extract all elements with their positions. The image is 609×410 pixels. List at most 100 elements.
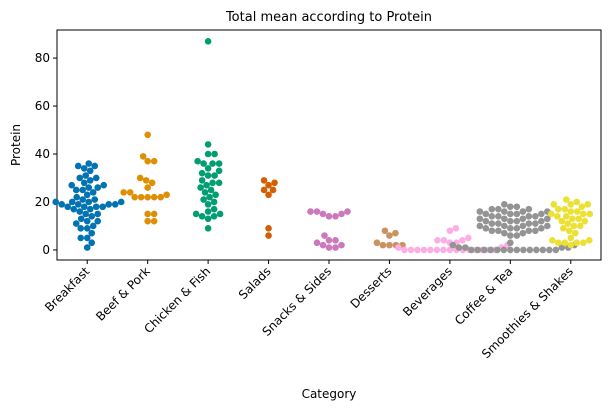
- swarm-point: [381, 227, 389, 235]
- swarm-point: [126, 189, 134, 196]
- swarm-point: [91, 196, 99, 203]
- swarm-point: [77, 215, 85, 223]
- swarm-point: [401, 246, 408, 254]
- swarm-point: [198, 177, 206, 184]
- swarm-point: [201, 189, 209, 196]
- swarm-point: [495, 220, 502, 227]
- swarm-point: [144, 217, 151, 225]
- swarm-point: [507, 246, 514, 254]
- x-tick-label: Salads: [236, 264, 274, 302]
- swarm-point: [507, 239, 514, 247]
- swarm-point: [446, 227, 454, 235]
- swarm-point: [573, 239, 581, 247]
- swarm-point: [584, 201, 592, 208]
- swarm-point: [194, 157, 201, 165]
- swarm-point: [144, 193, 151, 201]
- swarm-point: [92, 174, 100, 182]
- swarm-point: [495, 205, 502, 213]
- swarm-point: [265, 181, 272, 189]
- swarm-point: [215, 160, 223, 167]
- swarm-point: [192, 210, 200, 218]
- swarm-point: [532, 220, 539, 227]
- swarm-point: [476, 208, 484, 215]
- swarm-point: [538, 217, 545, 225]
- swarm-point: [200, 196, 207, 203]
- swarm-point: [559, 225, 567, 232]
- swarm-point: [586, 210, 594, 218]
- swarm-point: [204, 225, 212, 232]
- swarm-point: [99, 203, 107, 211]
- swarm-point: [481, 246, 488, 254]
- swarm-point: [68, 181, 76, 189]
- swarm-point: [77, 225, 85, 232]
- swarm-point: [562, 213, 570, 220]
- swarm-point: [573, 198, 581, 206]
- swarm-point: [80, 165, 88, 172]
- y-tick-label: 0: [42, 243, 50, 257]
- swarm-point: [567, 201, 575, 208]
- swarm-point: [552, 246, 560, 254]
- swarm-point: [501, 208, 508, 215]
- swarm-point: [507, 210, 514, 218]
- swarm-point: [414, 246, 421, 254]
- swarm-point: [271, 179, 278, 187]
- swarm-point: [392, 229, 399, 237]
- swarm-point: [548, 237, 556, 244]
- swarm-point: [210, 198, 218, 206]
- swarm-point: [216, 210, 224, 218]
- swarm-point: [94, 217, 102, 225]
- swarm-point: [206, 193, 213, 201]
- swarm-point: [386, 232, 393, 239]
- swarm-point: [452, 225, 460, 232]
- swarm-point: [538, 225, 545, 232]
- swarm-point: [462, 244, 469, 251]
- swarm-point: [474, 246, 482, 254]
- swarm-point: [482, 225, 490, 232]
- swarm-point: [567, 241, 575, 249]
- swarm-point: [209, 179, 216, 187]
- swarm-point: [507, 217, 514, 225]
- axes-frame: [56, 29, 602, 261]
- swarm-point: [86, 177, 94, 184]
- swarm-point: [338, 241, 345, 249]
- y-tick-label: 20: [35, 195, 50, 209]
- swarm-point: [581, 217, 589, 225]
- swarm-point: [265, 191, 272, 199]
- swarm-point: [449, 241, 457, 249]
- swarm-point: [68, 198, 76, 206]
- swarm-point: [212, 191, 219, 199]
- y-tick-label: 60: [35, 99, 50, 113]
- swarm-point: [507, 232, 514, 239]
- swarm-point: [85, 160, 93, 167]
- swarm-point: [117, 198, 125, 206]
- swarm-point: [427, 246, 434, 254]
- swarm-point: [373, 239, 381, 247]
- swarm-point: [495, 227, 502, 235]
- swarm-point: [76, 208, 84, 215]
- swarm-point: [72, 220, 80, 227]
- swarm-point: [538, 210, 545, 218]
- swarm-point: [585, 237, 593, 244]
- swarm-point: [204, 150, 212, 158]
- swarm-point: [321, 232, 328, 239]
- swarm-point: [85, 198, 93, 206]
- y-tick-label: 80: [35, 51, 50, 65]
- swarm-point: [440, 246, 447, 254]
- swarm-point: [526, 246, 534, 254]
- swarm-point: [433, 246, 441, 254]
- swarm-point: [204, 208, 212, 215]
- swarm-point: [150, 193, 158, 201]
- swarm-point: [558, 217, 566, 225]
- y-axis-label: Protein: [9, 124, 23, 166]
- swarm-point: [150, 210, 158, 218]
- swarm-point: [520, 246, 527, 254]
- swarm-point: [575, 215, 583, 223]
- y-tick-label: 40: [35, 147, 50, 161]
- swarm-point: [525, 227, 533, 235]
- swarm-point: [157, 193, 164, 201]
- swarm-point: [576, 222, 584, 230]
- swarm-point: [468, 246, 475, 254]
- swarm-point: [72, 186, 80, 194]
- swarm-point: [513, 225, 521, 232]
- swarm-point: [94, 210, 102, 218]
